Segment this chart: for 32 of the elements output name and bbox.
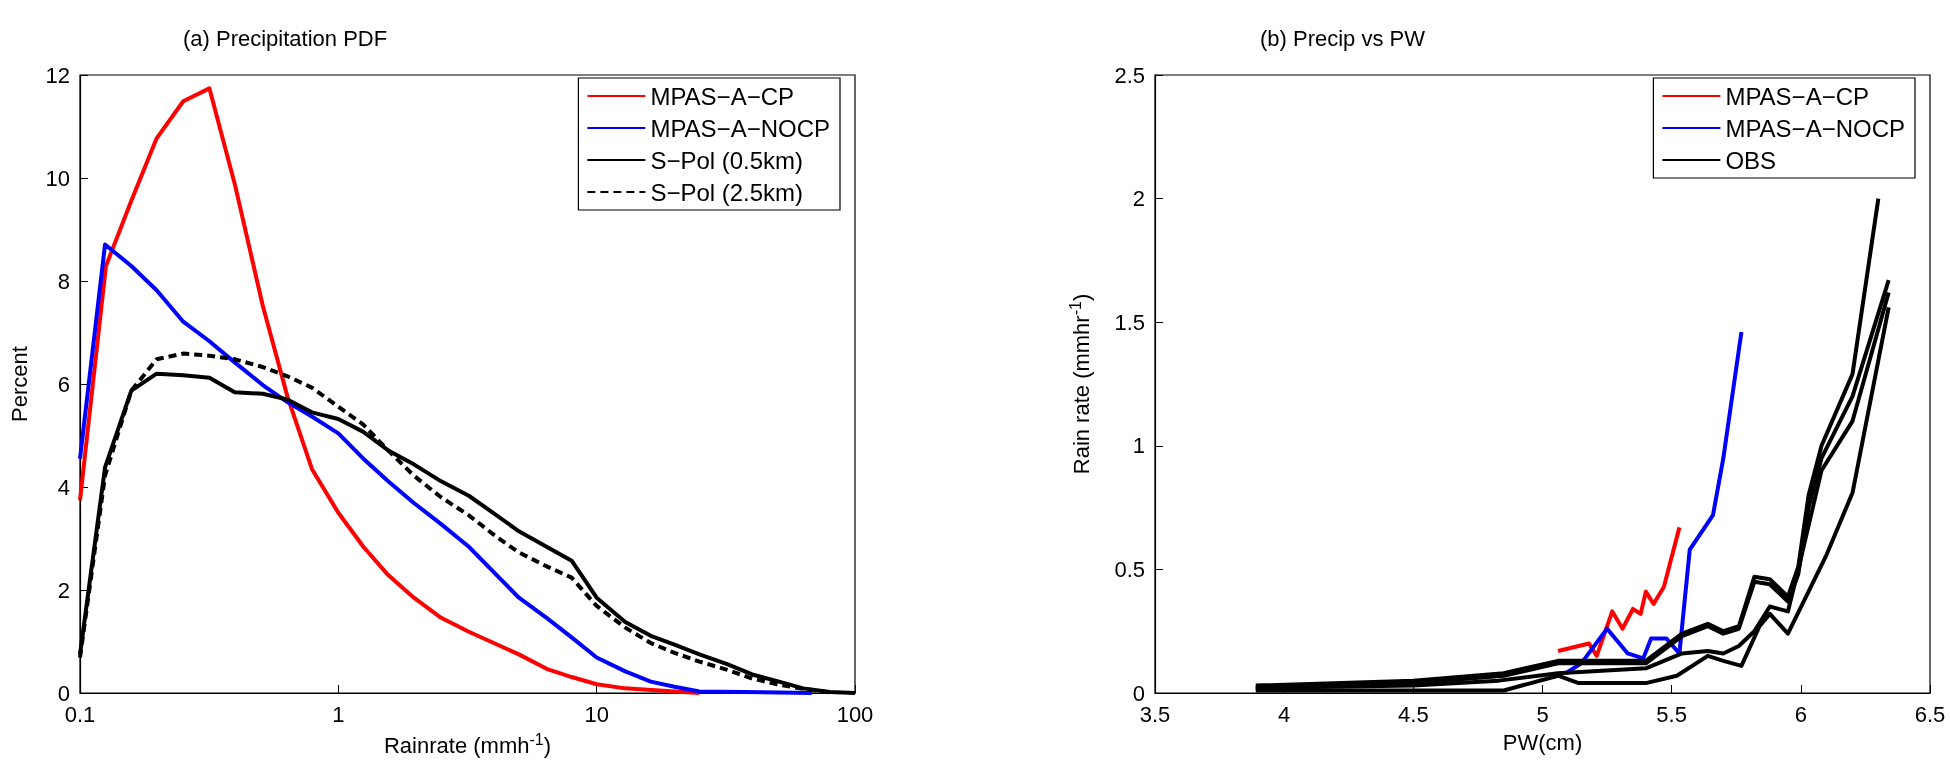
legend-label: MPAS−A−NOCP (1725, 114, 1906, 142)
legend-label: MPAS−A−CP (650, 82, 795, 110)
legend-label: MPAS−A−NOCP (650, 114, 831, 142)
x-tick-label: 5 (1536, 701, 1549, 727)
y-tick-label: 2 (1132, 186, 1145, 212)
legend-label: S−Pol (2.5km) (650, 178, 804, 206)
x-tick-label: 6.5 (1914, 701, 1946, 727)
x-tick-label: 10 (584, 701, 609, 727)
y-tick-label: 1 (1132, 433, 1145, 459)
y-tick-label: 1.5 (1114, 309, 1145, 335)
chart-title: (b) Precip vs PW (1260, 25, 1426, 51)
x-tick-label: 1 (332, 701, 345, 727)
y-axis-title: Percent (6, 346, 32, 422)
legend-label: S−Pol (0.5km) (650, 146, 804, 174)
y-axis-title: Rain rate (mmhr-1) (1066, 293, 1094, 475)
x-tick-label: 6 (1794, 701, 1807, 727)
legend-label: MPAS−A−CP (1725, 82, 1870, 110)
x-tick-label: 4.5 (1398, 701, 1429, 727)
y-tick-label: 2 (57, 577, 70, 603)
x-tick-label: 4 (1278, 701, 1291, 727)
x-tick-label: 5.5 (1656, 701, 1687, 727)
y-tick-label: 6 (57, 371, 70, 397)
y-tick-label: 10 (45, 165, 70, 191)
y-tick-label: 2.5 (1114, 62, 1145, 88)
y-tick-label: 8 (57, 268, 70, 294)
legend-label: OBS (1725, 146, 1777, 174)
y-tick-label: 12 (45, 62, 70, 88)
y-tick-label: 4 (57, 474, 70, 500)
chart-title: (a) Precipitation PDF (183, 25, 388, 51)
x-axis-title: PW(cm) (1502, 729, 1583, 755)
x-tick-label: 100 (836, 701, 874, 727)
y-tick-label: 0.5 (1114, 556, 1145, 582)
